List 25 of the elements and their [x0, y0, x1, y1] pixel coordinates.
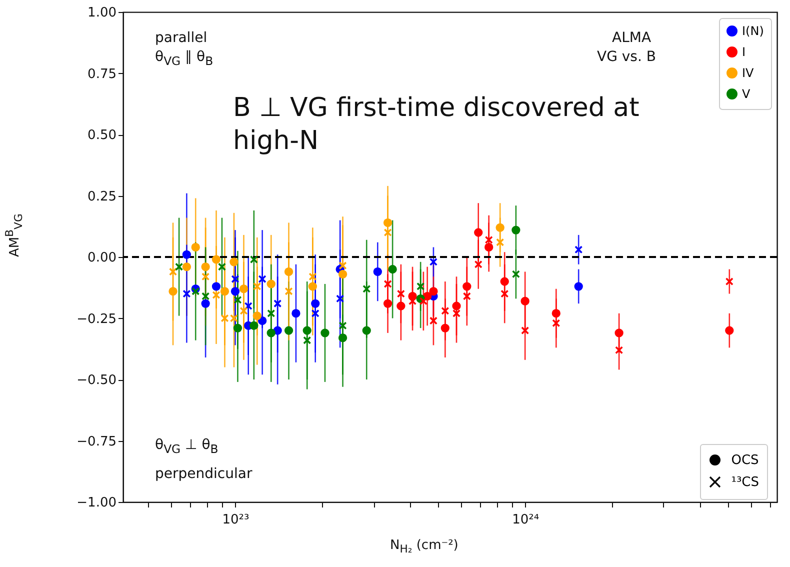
x-tick-label: 10²³	[222, 512, 250, 528]
legend-label: V	[742, 87, 751, 101]
annotation: perpendicular	[155, 466, 252, 483]
y-tick-label: 0.50	[88, 128, 116, 143]
annotation: θ$_{VG}$ ∥ θ$_{B}$	[155, 49, 214, 68]
y-tick-label: −0.50	[76, 373, 116, 388]
annotation: OCS	[730, 452, 759, 470]
x-tick-label: 10²⁴	[512, 512, 540, 528]
annotation: VG vs. B	[597, 49, 656, 66]
legend-label: I	[742, 45, 746, 59]
annotation: parallel	[155, 30, 208, 47]
annotation: ¹³CS	[730, 474, 759, 492]
legend-label: I(N)	[742, 24, 764, 38]
y-tick-label: 0.75	[88, 66, 116, 82]
x-axis-title: N$_{H₂}$ (cm⁻²)	[390, 538, 458, 556]
annotation: B ⊥ VG first-time discovered at high-N	[233, 92, 640, 157]
annotation: ALMA	[612, 30, 652, 47]
legend-label: IV	[742, 66, 755, 80]
y-tick-label: −1.00	[76, 496, 116, 510]
y-tick-label: 0.25	[88, 189, 116, 204]
y-tick-label: −0.75	[76, 434, 116, 450]
y-tick-label: −0.25	[76, 312, 116, 327]
annotation: θ$_{VG}$ ⊥ θ$_{B}$	[155, 437, 218, 456]
y-tick-label: 0.00	[88, 250, 116, 266]
y-tick-label: 1.00	[88, 6, 116, 20]
